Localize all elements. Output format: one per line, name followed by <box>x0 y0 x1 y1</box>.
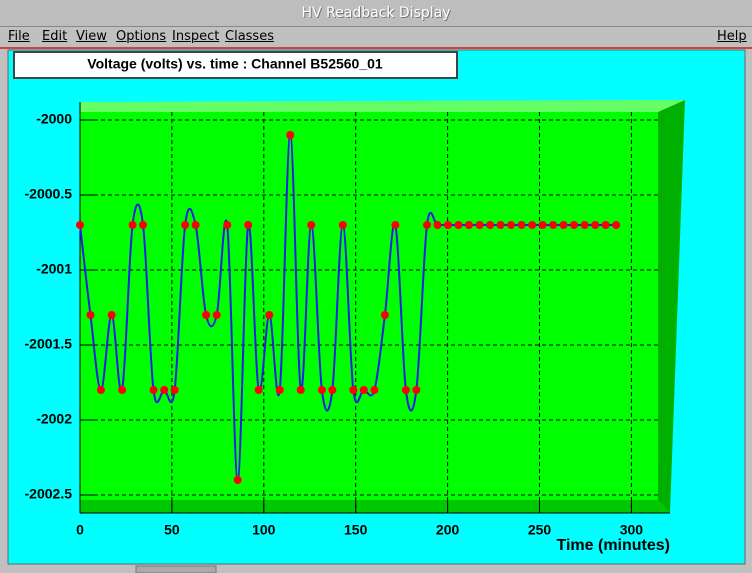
data-point <box>170 386 179 394</box>
data-point <box>307 221 316 229</box>
x-axis-title: Time (minutes) <box>557 537 671 554</box>
x-tick-label: 250 <box>528 522 552 538</box>
y-tick-label: -2002.5 <box>25 486 73 502</box>
status-bar <box>135 565 217 573</box>
data-point <box>181 221 190 229</box>
data-point <box>528 221 537 229</box>
frame-bevel <box>80 500 670 513</box>
y-tick-label: -2000.5 <box>25 186 73 202</box>
data-point <box>349 386 358 394</box>
data-point <box>223 221 232 229</box>
data-point <box>160 386 169 394</box>
menu-item[interactable]: Inspect <box>172 29 220 44</box>
data-point <box>254 386 263 394</box>
frame-bevel <box>658 100 685 513</box>
data-point <box>517 221 526 229</box>
data-point <box>96 386 105 394</box>
data-point <box>412 386 421 394</box>
data-point <box>328 386 337 394</box>
chart-title: Voltage (volts) vs. time : Channel B5256… <box>87 56 383 72</box>
data-point <box>118 386 127 394</box>
x-tick-label: 0 <box>76 522 84 538</box>
menu-item[interactable]: Options <box>116 29 167 44</box>
menu-item[interactable]: Help <box>717 29 747 44</box>
x-tick-label: 300 <box>620 522 644 538</box>
data-point <box>317 386 326 394</box>
x-tick-label: 50 <box>164 522 180 538</box>
x-tick-label: 200 <box>436 522 460 538</box>
data-point <box>591 221 600 229</box>
data-point <box>296 386 305 394</box>
data-point <box>233 476 242 484</box>
y-tick-label: -2002 <box>36 411 72 427</box>
window-title: HV Readback Display <box>301 5 451 21</box>
data-point <box>86 311 95 319</box>
data-point <box>380 311 389 319</box>
data-point <box>202 311 211 319</box>
data-point <box>443 221 452 229</box>
data-point <box>580 221 589 229</box>
data-point <box>128 221 137 229</box>
data-point <box>244 221 253 229</box>
data-point <box>559 221 568 229</box>
data-point <box>275 386 284 394</box>
data-point <box>286 131 295 139</box>
data-point <box>265 311 274 319</box>
data-point <box>538 221 547 229</box>
data-point <box>601 221 610 229</box>
data-point <box>139 221 148 229</box>
data-point <box>475 221 484 229</box>
data-line <box>79 133 617 482</box>
data-point <box>433 221 442 229</box>
menu-item[interactable]: Classes <box>225 29 274 44</box>
data-point <box>107 311 116 319</box>
data-point <box>549 221 558 229</box>
x-tick-label: 150 <box>344 522 368 538</box>
title-box <box>13 51 458 79</box>
data-point <box>486 221 495 229</box>
data-point <box>612 221 621 229</box>
data-point <box>76 221 84 229</box>
y-tick-label: -2000 <box>36 111 72 127</box>
data-point <box>338 221 347 229</box>
data-point <box>496 221 505 229</box>
data-point <box>570 221 579 229</box>
x-tick-label: 100 <box>252 522 276 538</box>
data-point <box>191 221 200 229</box>
menu-item[interactable]: Edit <box>42 29 68 44</box>
y-tick-label: -2001.5 <box>25 336 73 352</box>
y-tick-label: -2001 <box>36 261 72 277</box>
data-point <box>454 221 463 229</box>
title-bar: HV Readback Display <box>0 0 752 27</box>
data-point <box>212 311 221 319</box>
data-point <box>391 221 400 229</box>
menu-item[interactable]: View <box>76 29 107 44</box>
data-point <box>149 386 158 394</box>
data-point <box>359 386 368 394</box>
data-point <box>423 221 432 229</box>
frame-bevel <box>80 100 685 112</box>
menu-item[interactable]: File <box>8 29 30 44</box>
data-point <box>401 386 410 394</box>
data-point <box>370 386 379 394</box>
plot-frame <box>80 102 670 513</box>
menu-bar: File Edit View Options Inspect Classes H… <box>0 27 752 49</box>
data-point <box>464 221 473 229</box>
data-point <box>507 221 516 229</box>
